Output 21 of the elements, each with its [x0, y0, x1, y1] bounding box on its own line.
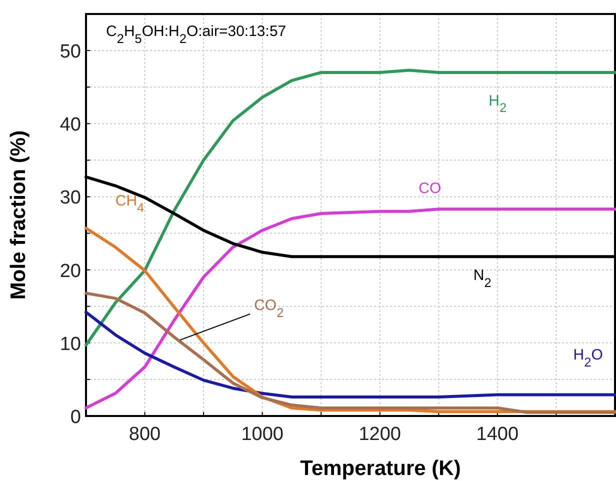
y-axis-title: Mole fraction (%)	[7, 130, 30, 300]
y-tick-label: 30	[60, 188, 81, 209]
series-label: H$_{2}$O	[573, 346, 603, 370]
line-series	[84, 292, 616, 414]
x-axis-title: Temperature (K)	[300, 457, 461, 480]
series-label: H$_{2}$	[488, 92, 507, 116]
annotation: C$_{2}$H$_{5}$OH:H$_{2}$O:air=30:13:57	[106, 23, 286, 46]
text: CO$_{2}$	[254, 297, 284, 320]
y-tick-label: 10	[60, 334, 81, 355]
x-tick-label: 800	[128, 424, 161, 445]
series-label: CO	[418, 180, 442, 198]
x-tick-label: 1400	[476, 424, 519, 445]
y-tick-label: 20	[60, 260, 81, 282]
y-tick-label: 50	[60, 42, 81, 63]
series-label: N$_{2}$	[473, 267, 492, 290]
y-tick-label: 0	[70, 407, 81, 428]
line-series	[84, 68, 616, 347]
x-tick-label: 1000	[241, 424, 284, 445]
x-tick-label: 1200	[358, 424, 402, 445]
series-label: CH$_{4}$	[115, 192, 144, 216]
y-tick-label: 40	[60, 114, 81, 136]
